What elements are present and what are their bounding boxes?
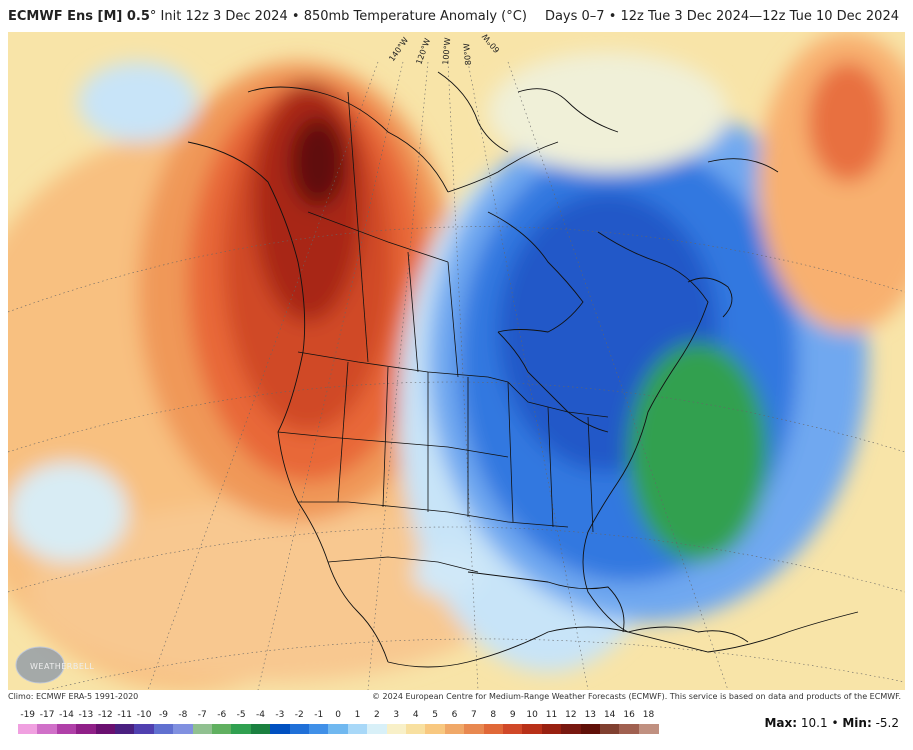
colorbar-tick-label: -6 <box>217 710 227 720</box>
colorbar-swatch <box>212 724 232 734</box>
colorbar-swatch <box>76 724 97 734</box>
colorbar-tick-label: -10 <box>136 710 152 720</box>
colorbar-swatch <box>483 724 504 734</box>
map-title: ECMWF Ens [M] 0.5° Init 12z 3 Dec 2024 •… <box>8 9 527 24</box>
weatherbell-logo: WEATHERBELL <box>12 645 95 685</box>
anomaly-map: 140°W 120°W 100°W 80°W 60°W <box>8 32 905 690</box>
colorbar-tick-label: -7 <box>197 710 207 720</box>
colorbar-tick-label: -2 <box>294 710 304 720</box>
colorbar-tick-label: 3 <box>393 710 400 720</box>
colorbar-tick-label: 8 <box>490 710 497 720</box>
colorbar-tick-label: 13 <box>584 710 597 720</box>
init-time: Init 12z 3 Dec 2024 <box>160 9 288 24</box>
colorbar-tick-label: -11 <box>117 710 133 720</box>
colorbar-tick-label: 0 <box>335 710 341 720</box>
valid-range: Days 0–7 • 12z Tue 3 Dec 2024—12z Tue 10… <box>544 9 899 24</box>
colorbar-tick-label: -13 <box>78 710 94 720</box>
colorbar-swatch <box>173 724 194 734</box>
colorbar-tick-label: -14 <box>59 710 74 720</box>
political-borders <box>277 91 609 573</box>
colorbar-tick-label: 9 <box>509 710 516 720</box>
colorbar-swatch <box>328 724 349 734</box>
map-header: ECMWF Ens [M] 0.5° Init 12z 3 Dec 2024 •… <box>0 0 913 32</box>
colorbar-swatch <box>444 724 465 734</box>
colorbar-tick-label: 10 <box>526 710 538 720</box>
colorbar-tick-label: 2 <box>374 710 380 720</box>
anomaly-field <box>8 32 905 690</box>
colorbar-tick-label: -8 <box>178 710 188 720</box>
max-min-separator: • <box>831 716 839 730</box>
colorbar-tick-label: 12 <box>565 710 577 720</box>
logo-text: WEATHERBELL <box>30 662 95 671</box>
colorbar-tick-label: -17 <box>39 710 55 720</box>
colorbar-tick-label: -1 <box>314 710 324 720</box>
colorbar-tick-label: -3 <box>275 710 285 720</box>
model-name: ECMWF Ens [M] 0.5 <box>8 9 150 24</box>
colorbar-tick-label: -9 <box>159 710 168 720</box>
colorbar-swatch <box>386 724 407 734</box>
copyright-note: © 2024 European Centre for Medium-Range … <box>372 692 901 701</box>
lon-label-100w: 100°W <box>441 37 452 65</box>
colorbar-tick-label: -19 <box>20 710 36 720</box>
colorbar-tick-label: 16 <box>623 710 635 720</box>
colorbar-swatch <box>347 724 368 734</box>
colorbar-tick-label: 5 <box>432 710 438 720</box>
colorbar-tick-label: 6 <box>451 710 458 720</box>
colorbar-tick-label: 1 <box>354 710 361 720</box>
colorbar-swatch <box>270 724 291 734</box>
colorbar-swatch <box>541 724 562 734</box>
title-bullet: • <box>291 9 300 24</box>
min-value: -5.2 <box>875 716 899 730</box>
colorbar-swatch <box>231 724 252 734</box>
min-label: Min: <box>842 716 872 730</box>
colorbar-swatch <box>153 724 174 734</box>
colorbar-swatch <box>56 724 77 734</box>
colorbar-swatch <box>95 724 116 734</box>
colorbar-tick-label: 14 <box>603 710 616 720</box>
colorbar-swatch <box>503 724 523 734</box>
colorbar-tick-label: -5 <box>236 710 246 720</box>
graticule <box>8 61 905 690</box>
colorbar-swatch <box>619 724 640 734</box>
colorbar-swatch <box>18 724 38 734</box>
colorbar-tick-label: -12 <box>97 710 113 720</box>
colorbar-tick-label: 4 <box>412 710 419 720</box>
colorbar-swatch <box>115 724 135 734</box>
max-label: Max: <box>764 716 798 730</box>
colorbar-swatch <box>250 724 271 734</box>
colorbar-swatch <box>425 724 446 734</box>
colorbar-swatch <box>600 724 620 734</box>
map-footer: Climo: ECMWF ERA-5 1991-2020 © 2024 Euro… <box>0 690 913 750</box>
degree-symbol: ° <box>149 9 157 24</box>
colorbar-swatch <box>367 724 388 734</box>
map-canvas: 140°W 120°W 100°W 80°W 60°W <box>8 32 905 690</box>
max-value: 10.1 <box>800 716 828 730</box>
colorbar-tick-label: 18 <box>642 710 655 720</box>
colorbar-swatch <box>192 724 213 734</box>
climo-note: Climo: ECMWF ERA-5 1991-2020 <box>8 692 139 701</box>
colorbar-tick-label: 7 <box>471 710 477 720</box>
colorbar-tick-label: -4 <box>256 710 265 720</box>
colorbar-swatch <box>522 724 543 734</box>
lon-label-80w: 80°W <box>462 43 473 66</box>
colorbar-swatch <box>406 724 426 734</box>
colorbar-swatch <box>638 724 659 734</box>
colorbar-swatch <box>464 724 485 734</box>
colorbar-swatch <box>289 724 310 734</box>
max-min-readout: Max: 10.1 • Min: -5.2 <box>764 716 899 730</box>
colorbar-swatch <box>580 724 601 734</box>
colorbar-swatch <box>561 724 582 734</box>
logo-globe-icon <box>15 646 65 684</box>
colorbar-swatch <box>309 724 329 734</box>
colorbar <box>18 724 659 734</box>
colorbar-swatch <box>134 724 155 734</box>
colorbar-tick-label: 11 <box>545 710 558 720</box>
field-name: 850mb Temperature Anomaly (°C) <box>303 9 527 24</box>
colorbar-swatch <box>37 724 58 734</box>
